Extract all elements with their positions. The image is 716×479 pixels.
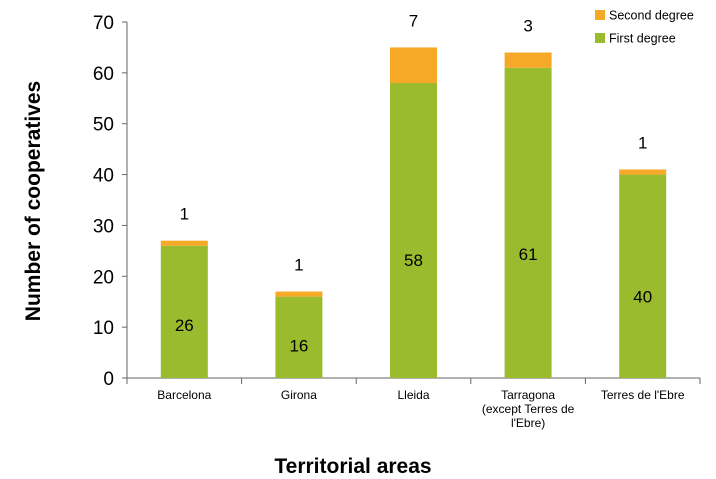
- bar-first-degree: [390, 83, 437, 379]
- data-label-first-degree: 40: [633, 288, 652, 307]
- bar-first-degree: [504, 67, 552, 379]
- data-label-first-degree: 16: [289, 336, 308, 355]
- legend-label: Second degree: [609, 9, 694, 23]
- data-label-second-degree: 1: [180, 205, 189, 224]
- x-tick-label: Terres de l'Ebre: [601, 388, 685, 402]
- x-tick-label: Tarragona: [501, 388, 555, 402]
- data-label-second-degree: 1: [638, 133, 647, 152]
- axes: 0 10 20 30 40 50 60 70 Barcelona Girona Lleida Tarr…: [93, 13, 701, 430]
- y-axis-title: Number of cooperatives: [22, 81, 45, 321]
- legend-swatch: [595, 10, 605, 20]
- data-label-second-degree: 7: [409, 11, 418, 30]
- x-tick-label: l'Ebre): [511, 416, 545, 430]
- x-tick-label: Girona: [281, 388, 317, 402]
- y-tick-label: 0: [103, 369, 114, 390]
- x-tick-label: Barcelona: [157, 388, 211, 402]
- legend-label: First degree: [609, 32, 676, 46]
- x-tick-label: Lleida: [397, 388, 429, 402]
- y-tick-label: 50: [93, 115, 114, 136]
- data-label-second-degree: 1: [294, 256, 303, 275]
- x-tick-label: (except Terres de: [482, 402, 575, 416]
- bars: [160, 47, 667, 379]
- bar-second-degree: [390, 47, 437, 84]
- data-label-first-degree: 58: [404, 251, 423, 270]
- y-tick-label: 70: [93, 13, 114, 34]
- legend: Second degree First degree: [595, 9, 694, 46]
- bar-first-degree: [275, 296, 323, 378]
- data-label-second-degree: 3: [523, 17, 532, 36]
- y-tick-label: 10: [93, 318, 114, 339]
- y-tick-label: 60: [93, 64, 114, 85]
- bar-first-degree: [619, 174, 667, 378]
- data-labels: 26 1 16 1 58 7 61 3 40 1: [175, 11, 652, 355]
- bar-second-degree: [160, 240, 208, 246]
- bar-second-degree: [619, 169, 667, 175]
- y-tick-label: 40: [93, 166, 114, 187]
- bar-second-degree: [275, 291, 323, 297]
- data-label-first-degree: 26: [175, 316, 194, 335]
- bar-first-degree: [160, 245, 208, 378]
- y-tick-label: 20: [93, 267, 114, 288]
- x-axis-title: Territorial areas: [274, 455, 431, 478]
- bar-second-degree: [504, 52, 552, 68]
- legend-swatch: [595, 33, 605, 43]
- data-label-first-degree: 61: [519, 245, 538, 264]
- y-tick-label: 30: [93, 216, 114, 237]
